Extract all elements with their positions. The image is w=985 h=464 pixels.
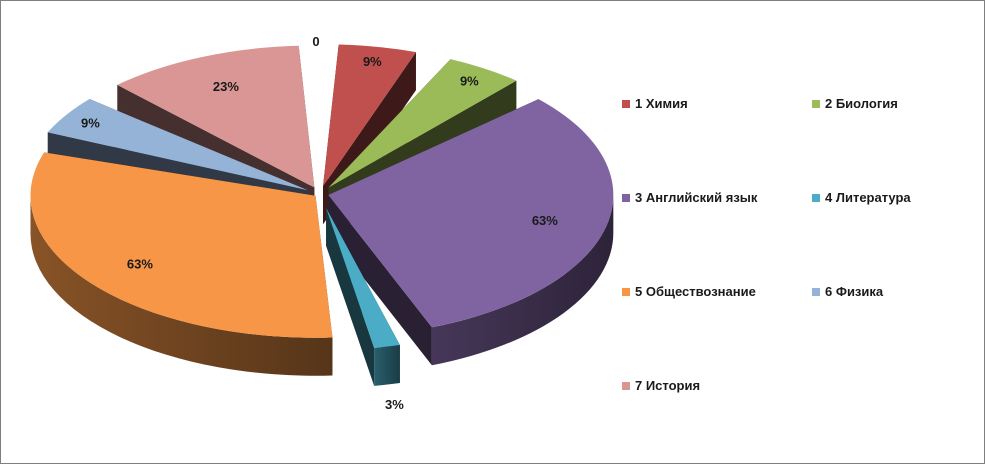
legend-label-4: 4 Литература [825,190,911,205]
slice-2-2 Биология [328,59,517,188]
slice-4-rim [374,345,400,386]
legend: 1 Химия 2 Биология 3 Английский язык 4 Лите… [622,96,952,396]
legend-item-3: 3 Английский язык [622,190,757,205]
data-label-2: 9% [460,74,479,89]
slice-3-rim [431,194,614,366]
legend-item-1: 1 Химия [622,96,688,111]
data-label-7: 23% [213,79,239,94]
slice-5-rim [30,195,333,376]
slice-4-wall-2 [326,207,375,386]
slice-5-5 Обществознание [30,152,333,338]
pie-tops [30,44,614,348]
data-label-6: 9% [81,115,100,130]
chart-area: 9% 9% 63% 3% 63% 9% 23% 0 1 Химия 2 Биология 3 Ан… [4,4,981,460]
legend-swatch-4 [812,193,820,202]
pie-data-labels: 9% 9% 63% 3% 63% 9% 23% 0 [81,34,558,412]
data-label-5: 63% [127,257,153,272]
legend-swatch-3 [622,193,630,202]
legend-item-4: 4 Литература [812,190,911,205]
legend-swatch-2 [812,99,820,108]
legend-item-7: 7 История [622,378,700,393]
legend-swatch-5 [622,287,630,296]
slice-1-1 Химия [323,44,416,187]
zero-label: 0 [312,34,319,49]
legend-item-6: 6 Физика [812,284,883,299]
legend-label-2: 2 Биология [825,96,898,111]
legend-label-3: 3 Английский язык [635,190,758,205]
slice-6-6 Физика [47,99,308,191]
slice-7-7 История [117,45,315,188]
slice-3-3 Английский язык [328,99,614,328]
legend-label-7: 7 История [635,378,701,393]
data-label-4: 3% [385,397,404,412]
legend-label-5: 5 Обществознание [635,284,756,299]
data-label-3: 63% [532,213,558,228]
legend-swatch-6 [812,287,820,296]
legend-label-1: 1 Химия [635,96,688,111]
slice-4-4 Литература [326,207,400,348]
legend-swatch-7 [622,381,630,390]
legend-swatch-1 [622,99,630,108]
pie-chart: 9% 9% 63% 3% 63% 9% 23% 0 [30,34,614,412]
legend-item-5: 5 Обществознание [622,284,756,299]
slice-3-wall-2 [328,194,432,366]
legend-label-6: 6 Физика [825,284,884,299]
data-label-1: 9% [363,54,382,69]
legend-item-2: 2 Биология [812,96,898,111]
